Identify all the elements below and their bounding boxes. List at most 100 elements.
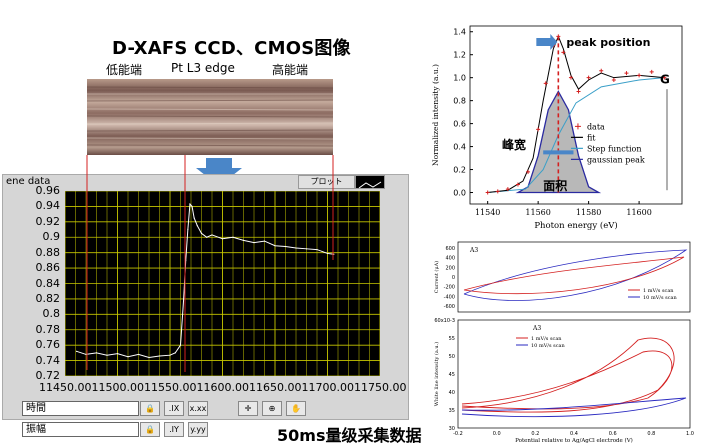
data-point: [253, 242, 255, 244]
y-tick-label: 0.84: [35, 276, 61, 290]
cv-curve-10mv: [463, 249, 688, 301]
y-tick-label: 0.8: [42, 307, 61, 321]
high-energy-label: 高能端: [272, 63, 309, 77]
data-point: [85, 353, 87, 356]
data-point: [662, 75, 667, 80]
chart-tag: A3: [532, 325, 541, 332]
y-tick-label: 0.0: [453, 189, 466, 198]
x-tick-label: 0.6: [609, 431, 617, 437]
x-tick-label: 1.0: [686, 431, 694, 437]
x-tick-label: 0.8: [647, 431, 655, 437]
data-point: [284, 245, 287, 248]
data-point: [185, 259, 187, 261]
legend-label: data: [587, 122, 605, 131]
data-point: [649, 69, 654, 74]
y-tick-label: 0.4: [453, 143, 466, 152]
data-point: [95, 352, 98, 354]
y-tick-label: -600: [444, 304, 455, 310]
data-point: [624, 71, 629, 76]
amplitude-control[interactable]: 振幅: [22, 422, 139, 437]
data-point: [196, 225, 198, 227]
y-tick-label: -200: [444, 285, 455, 291]
y-tick-label: 0.92: [35, 214, 61, 228]
time-control[interactable]: 時間: [22, 401, 139, 416]
y-tick-label: 50: [449, 354, 455, 360]
x-precision-icon[interactable]: x.xx: [188, 401, 208, 416]
area-label: 面积: [543, 178, 567, 193]
x-tick-label: 11560: [525, 208, 550, 217]
data-point: [586, 75, 591, 80]
data-point: [333, 253, 335, 255]
x-tick-label: 11580: [576, 208, 601, 217]
data-point: [637, 73, 642, 78]
x-tick-label: 11600.00: [196, 381, 250, 394]
data-point: [189, 203, 191, 205]
x-tick-label: 0.0: [493, 431, 501, 437]
data-point: [148, 356, 150, 359]
detector-image: [87, 79, 333, 155]
y-tick-label: 0.72: [35, 369, 61, 382]
y-axis-label: White line intensity (a.u.): [433, 342, 440, 406]
y-axis-label: Current (μA): [433, 261, 440, 293]
legend-label: gaussian peak: [587, 155, 645, 164]
y-tick-label: 0.78: [35, 322, 61, 336]
y-tick-label: 45: [449, 372, 455, 378]
data-point: [187, 228, 189, 231]
y-tick-label: 0.2: [453, 166, 466, 175]
data-point: [232, 236, 234, 238]
g-label: G: [660, 72, 670, 86]
data-point: [611, 77, 616, 82]
legend-label: fit: [587, 133, 596, 142]
x-tick-label: 11750.00: [354, 381, 407, 394]
cv-top-frame: [457, 241, 691, 313]
data-point: [485, 190, 490, 195]
legend-label: 1 mV/s scan: [531, 336, 562, 342]
cv-curve-1mv: [461, 337, 675, 413]
page-title: D-XAFS CCD、CMOS图像: [112, 38, 351, 59]
cv-bottom-frame: [457, 319, 691, 429]
y-tick-label: 1.2: [453, 51, 466, 60]
y-tick-label: 0.8: [453, 97, 466, 106]
zoom-icon[interactable]: ✛: [238, 401, 258, 416]
cv-curve-1mv: [463, 256, 685, 295]
panel-title: ene data: [6, 176, 51, 187]
low-energy-label: 低能端: [106, 63, 143, 77]
plot-line-swatch[interactable]: [355, 175, 385, 189]
x-tick-label: 11600: [626, 208, 651, 217]
peak-label: peak position: [566, 36, 650, 49]
plot-legend-button[interactable]: プロット: [298, 175, 355, 189]
step-function-line: [487, 77, 665, 194]
x-tick-label: 11550.00: [144, 381, 197, 394]
legend-label: 10 mV/s scan: [643, 295, 677, 301]
y-tick-label: 0.76: [35, 338, 61, 352]
data-point: [206, 236, 208, 238]
y-tick-label: -400: [444, 294, 455, 300]
labview-plot[interactable]: [65, 191, 380, 376]
lock-icon[interactable]: 🔒: [140, 422, 160, 437]
y-format-icon[interactable]: .IY: [164, 422, 184, 437]
y-tick-label: 1.4: [453, 28, 466, 37]
x-tick-label: 11540: [475, 208, 500, 217]
y-precision-icon[interactable]: y.yy: [188, 422, 208, 437]
x-format-icon[interactable]: .IX: [164, 401, 184, 416]
y-tick-label: 0.88: [35, 245, 61, 259]
data-point: [211, 234, 213, 236]
data-point: [526, 169, 531, 174]
y-tick-label: 35: [449, 408, 455, 414]
legend-swatch: [574, 123, 581, 130]
data-point: [568, 75, 573, 80]
y-tick-label: 0.9: [42, 230, 61, 244]
lock-icon[interactable]: 🔒: [140, 401, 160, 416]
data-point: [295, 247, 297, 249]
hand-icon[interactable]: ✋: [286, 401, 306, 416]
pan-icon[interactable]: ⊕: [262, 401, 282, 416]
y-tick-label: 200: [445, 265, 455, 271]
data-point: [191, 205, 193, 208]
data-point: [561, 50, 566, 55]
caption: 50ms量级采集数据: [277, 426, 422, 445]
data-point: [495, 189, 500, 194]
cv-curve-10mv: [461, 397, 687, 418]
x-tick-label: 11650.00: [249, 381, 302, 394]
data-point: [183, 298, 185, 300]
data-point: [179, 344, 182, 346]
